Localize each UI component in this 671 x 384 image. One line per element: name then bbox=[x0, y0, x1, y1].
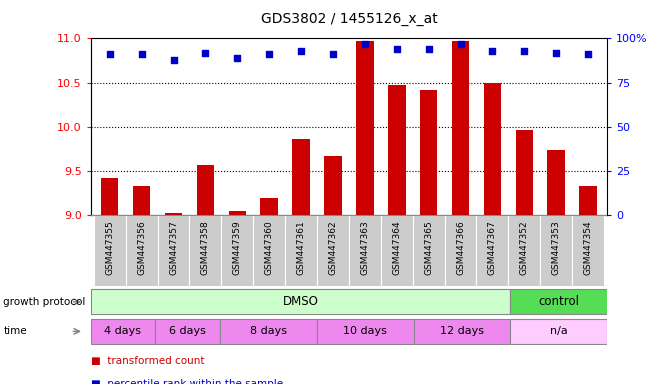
Bar bbox=[94, 215, 125, 286]
Text: 8 days: 8 days bbox=[250, 326, 287, 336]
Text: DMSO: DMSO bbox=[282, 295, 319, 308]
Text: GSM447353: GSM447353 bbox=[552, 221, 561, 275]
Point bbox=[105, 51, 115, 57]
Text: GSM447352: GSM447352 bbox=[520, 221, 529, 275]
Bar bbox=[91, 319, 155, 344]
Point bbox=[296, 48, 307, 54]
Point bbox=[423, 46, 434, 52]
Bar bbox=[511, 319, 607, 344]
Text: n/a: n/a bbox=[550, 326, 568, 336]
Point bbox=[551, 50, 562, 56]
Point bbox=[582, 51, 593, 57]
Bar bbox=[381, 215, 413, 286]
Text: GSM447362: GSM447362 bbox=[329, 221, 338, 275]
Bar bbox=[509, 215, 540, 286]
Bar bbox=[197, 165, 214, 215]
Bar bbox=[125, 215, 158, 286]
Bar bbox=[91, 290, 511, 314]
Bar bbox=[349, 215, 381, 286]
Point bbox=[168, 56, 179, 63]
Point bbox=[200, 50, 211, 56]
Text: 6 days: 6 days bbox=[169, 326, 206, 336]
Point bbox=[232, 55, 243, 61]
Point bbox=[519, 48, 529, 54]
Bar bbox=[317, 319, 413, 344]
Text: 10 days: 10 days bbox=[343, 326, 387, 336]
Text: GSM447360: GSM447360 bbox=[264, 221, 274, 275]
Text: 12 days: 12 days bbox=[440, 326, 484, 336]
Bar bbox=[317, 215, 349, 286]
Bar bbox=[356, 41, 374, 215]
Bar bbox=[388, 85, 405, 215]
Text: GSM447355: GSM447355 bbox=[105, 221, 114, 275]
Bar bbox=[548, 150, 565, 215]
Point bbox=[455, 41, 466, 47]
Text: GSM447357: GSM447357 bbox=[169, 221, 178, 275]
Bar bbox=[220, 319, 317, 344]
Point bbox=[487, 48, 498, 54]
Text: GSM447361: GSM447361 bbox=[297, 221, 305, 275]
Bar bbox=[260, 198, 278, 215]
Bar bbox=[445, 215, 476, 286]
Bar bbox=[101, 178, 119, 215]
Bar bbox=[511, 290, 607, 314]
Text: GSM447359: GSM447359 bbox=[233, 221, 242, 275]
Bar bbox=[324, 156, 342, 215]
Bar bbox=[165, 213, 183, 215]
Text: GSM447354: GSM447354 bbox=[584, 221, 592, 275]
Bar bbox=[253, 215, 285, 286]
Text: GSM447365: GSM447365 bbox=[424, 221, 433, 275]
Text: time: time bbox=[3, 326, 27, 336]
Bar bbox=[484, 83, 501, 215]
Text: GSM447364: GSM447364 bbox=[393, 221, 401, 275]
Bar bbox=[189, 215, 221, 286]
Bar bbox=[413, 319, 511, 344]
Bar bbox=[540, 215, 572, 286]
Bar bbox=[221, 215, 253, 286]
Bar bbox=[229, 210, 246, 215]
Point bbox=[360, 41, 370, 47]
Text: GDS3802 / 1455126_x_at: GDS3802 / 1455126_x_at bbox=[260, 12, 437, 25]
Bar bbox=[515, 130, 533, 215]
Point bbox=[264, 51, 274, 57]
Bar bbox=[158, 215, 189, 286]
Bar bbox=[285, 215, 317, 286]
Bar bbox=[155, 319, 220, 344]
Bar bbox=[420, 89, 437, 215]
Bar bbox=[133, 186, 150, 215]
Text: 4 days: 4 days bbox=[105, 326, 142, 336]
Text: GSM447356: GSM447356 bbox=[137, 221, 146, 275]
Bar bbox=[293, 139, 310, 215]
Point bbox=[136, 51, 147, 57]
Point bbox=[391, 46, 402, 52]
Text: ■  percentile rank within the sample: ■ percentile rank within the sample bbox=[91, 379, 282, 384]
Bar bbox=[579, 186, 597, 215]
Bar bbox=[452, 41, 469, 215]
Text: GSM447367: GSM447367 bbox=[488, 221, 497, 275]
Text: ■  transformed count: ■ transformed count bbox=[91, 356, 204, 366]
Bar bbox=[476, 215, 509, 286]
Bar bbox=[572, 215, 604, 286]
Text: GSM447366: GSM447366 bbox=[456, 221, 465, 275]
Bar bbox=[413, 215, 445, 286]
Text: GSM447363: GSM447363 bbox=[360, 221, 369, 275]
Text: control: control bbox=[538, 295, 579, 308]
Text: growth protocol: growth protocol bbox=[3, 297, 86, 307]
Point bbox=[327, 51, 338, 57]
Text: GSM447358: GSM447358 bbox=[201, 221, 210, 275]
